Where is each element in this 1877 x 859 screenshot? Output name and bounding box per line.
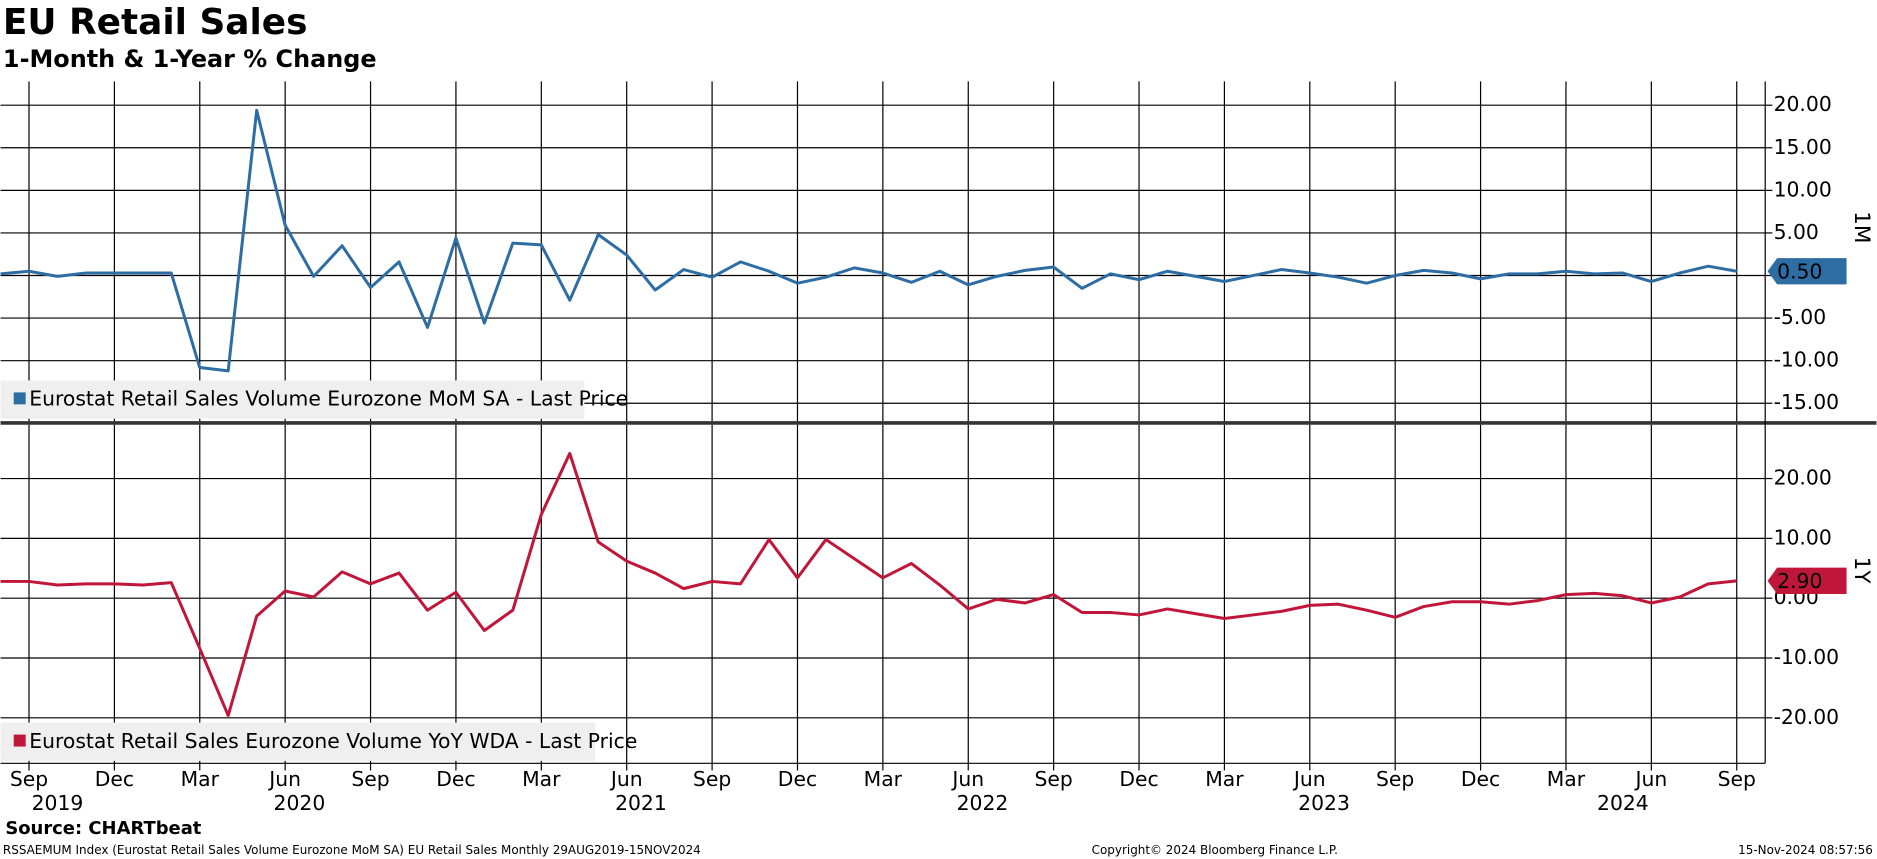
x-tick-label: Mar [864, 767, 903, 791]
x-year-label: 2023 [1298, 791, 1350, 815]
legend-label: Eurostat Retail Sales Volume Eurozone Mo… [29, 387, 628, 411]
timestamp: 15-Nov-2024 08:57:56 [1738, 843, 1873, 857]
x-tick-label: Jun [950, 767, 984, 791]
source: Source: CHARTbeat [5, 818, 201, 839]
x-tick-label: Dec [436, 767, 475, 791]
y-tick-label: 10.00 [1774, 525, 1832, 549]
x-tick-label: Sep [1034, 767, 1072, 791]
last-value-label: 0.50 [1777, 259, 1822, 283]
y-tick-label: 15.00 [1774, 135, 1832, 159]
x-tick-label: Sep [10, 767, 48, 791]
y-tick-label: 20.00 [1774, 466, 1832, 490]
copyright: Copyright© 2024 Bloomberg Finance L.P. [1092, 843, 1338, 857]
x-tick-label: Mar [522, 767, 561, 791]
x-tick-label: Jun [1292, 767, 1326, 791]
axis-title: 1M [1849, 211, 1874, 243]
x-tick-label: Mar [1547, 767, 1586, 791]
x-tick-label: Sep [693, 767, 731, 791]
last-value-tag [1767, 567, 1847, 595]
axis-title: 1Y [1849, 557, 1874, 585]
x-tick-label: Sep [1718, 767, 1756, 791]
x-tick-label: Dec [1119, 767, 1158, 791]
x-tick-label: Jun [1633, 767, 1667, 791]
x-tick-label: Mar [181, 767, 220, 791]
chart-subtitle: 1-Month & 1-Year % Change [3, 45, 377, 73]
x-year-label: 2022 [957, 791, 1009, 815]
x-tick-label: Sep [1376, 767, 1414, 791]
x-tick-label: Dec [778, 767, 817, 791]
description: RSSAEMUM Index (Eurostat Retail Sales Vo… [3, 843, 701, 857]
x-tick-label: Jun [609, 767, 643, 791]
x-tick-label: Dec [95, 767, 134, 791]
y-tick-label: 20.00 [1774, 92, 1832, 116]
x-tick-label: Mar [1205, 767, 1244, 791]
y-tick-label: -20.00 [1774, 705, 1840, 729]
x-year-label: 2020 [274, 791, 326, 815]
legend-swatch [13, 392, 26, 405]
y-tick-label: -15.00 [1774, 390, 1840, 414]
legend-box [0, 722, 596, 761]
y-tick-label: -10.00 [1774, 348, 1840, 372]
last-value-label: 2.90 [1777, 569, 1822, 593]
x-tick-label: Sep [351, 767, 389, 791]
data-line [0, 451, 1737, 717]
y-tick-label: -10.00 [1774, 645, 1840, 669]
y-tick-label: 5.00 [1774, 220, 1819, 244]
x-year-label: 2019 [32, 791, 84, 815]
x-year-label: 2024 [1597, 791, 1649, 815]
last-value-tag [1767, 258, 1847, 285]
legend-box [0, 380, 585, 419]
x-tick-label: Jun [267, 767, 301, 791]
x-tick-label: Dec [1461, 767, 1500, 791]
chart-title: EU Retail Sales [3, 2, 308, 43]
data-line [0, 108, 1737, 373]
legend-label: Eurostat Retail Sales Eurozone Volume Yo… [29, 729, 637, 753]
x-year-label: 2021 [615, 791, 667, 815]
legend-swatch [13, 734, 26, 747]
y-tick-label: 10.00 [1774, 177, 1832, 201]
y-tick-label: -5.00 [1774, 305, 1827, 329]
